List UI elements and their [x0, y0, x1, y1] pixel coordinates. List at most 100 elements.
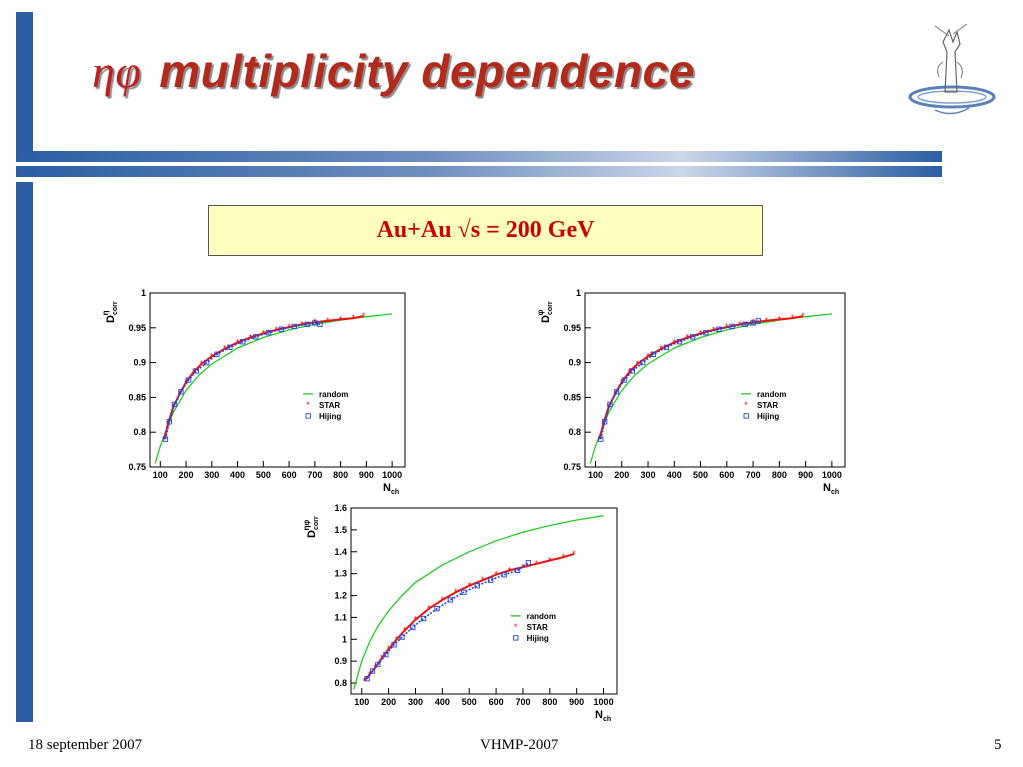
star-point: * [572, 549, 576, 559]
star-point: * [535, 559, 539, 569]
star-point: * [339, 314, 343, 324]
hijing-point [461, 589, 467, 595]
y-tick-label: 0.85 [563, 392, 581, 402]
star-point: * [494, 570, 498, 580]
chart-d-eta: 100 200 300 400 500 600 700 800 900 1000 0.75 0.8 0.… [101, 288, 406, 495]
hijing-point [204, 359, 210, 366]
y-tick-label: 0.75 [128, 462, 146, 472]
x-tick-label: 700 [515, 697, 530, 707]
hijing-point [166, 419, 172, 425]
x-tick-label: 200 [614, 470, 629, 480]
star-point: * [598, 434, 602, 444]
star-point: * [352, 313, 356, 323]
left-accent-bar-top [16, 12, 33, 160]
hijing-point [729, 323, 735, 330]
hijing-point [364, 676, 370, 682]
hijing-point [317, 321, 323, 327]
hijing-point [214, 351, 220, 357]
x-tick-label: 400 [230, 470, 245, 480]
hijing-point [514, 567, 521, 574]
hijing-point [171, 401, 178, 408]
slide-title-text: multiplicity dependence [159, 45, 695, 97]
hijing-point [162, 436, 169, 442]
x-tick-label: 900 [569, 697, 584, 707]
hijing-point [304, 321, 310, 327]
hijing-point [178, 389, 184, 395]
plot-frame [350, 507, 618, 695]
y-tick-label: 0.9 [568, 358, 581, 368]
hijing-point [629, 368, 635, 374]
hijing-point [252, 334, 259, 340]
x-tick-label: 600 [719, 470, 734, 480]
star-point: * [636, 359, 640, 369]
hijing-point [410, 624, 416, 630]
legend-swatch-hijing [305, 413, 311, 419]
y-axis-label: Dcorrφ [536, 301, 554, 323]
header-divider-top [16, 151, 942, 162]
legend-swatch-hijing [513, 635, 519, 641]
star-point: * [362, 311, 366, 321]
star-point: * [200, 359, 204, 369]
legend-swatch-star: * [744, 400, 748, 410]
legend-swatch-star: * [306, 400, 310, 410]
legend-label: STAR [527, 623, 548, 632]
plot-frame [584, 292, 846, 468]
collision-system-label: Au+Au √s = 200 GeV [208, 205, 763, 256]
plot-area: ******************** [589, 311, 832, 464]
hijing-point [676, 339, 683, 345]
x-tick-label: 700 [746, 470, 761, 480]
y-tick-label: 1.6 [334, 503, 347, 513]
star-point: * [646, 351, 650, 361]
hijing-point [525, 560, 531, 566]
x-tick-label: 300 [641, 470, 656, 480]
y-tick-label: 0.9 [133, 358, 146, 368]
hijing-point [716, 326, 722, 332]
x-axis-label: Nch [823, 482, 839, 495]
y-axis-label: Dcorrη [101, 301, 119, 323]
y-axis-label: Dcorrηφ [302, 516, 320, 538]
y-tick-label: 0.8 [334, 678, 347, 688]
hijing-point [278, 326, 285, 332]
y-tick-label: 0.9 [334, 656, 347, 666]
hijing-point [755, 318, 761, 324]
hijing-point [185, 377, 192, 383]
y-tick-label: 1 [141, 288, 146, 298]
legend-label: STAR [757, 401, 778, 410]
x-tick-label: 900 [359, 470, 374, 480]
x-tick-label: 700 [307, 470, 322, 480]
hijing-point [447, 597, 454, 603]
star-point: * [481, 575, 485, 585]
series-hijing-band [366, 562, 529, 680]
hijing-point [742, 321, 748, 327]
star-point: * [427, 604, 431, 614]
y-tick-label: 1.3 [334, 569, 347, 579]
footer-event: VHMP-2007 [480, 737, 559, 753]
footer-date: 18 september 2007 [28, 737, 143, 753]
star-point: * [387, 644, 391, 654]
hijing-point [501, 572, 507, 578]
hijing-point [369, 668, 376, 674]
hijing-point [613, 389, 620, 395]
slide-title-greek: ηφ [92, 46, 142, 97]
star-point: * [326, 316, 330, 326]
x-tick-label: 100 [354, 697, 369, 707]
hijing-point [391, 642, 397, 648]
star-point: * [403, 626, 407, 636]
plot-area: ******************** [154, 311, 393, 464]
hijing-point [399, 634, 405, 640]
x-tick-label: 100 [588, 470, 603, 480]
y-tick-label: 1.4 [334, 547, 347, 557]
x-axis-label: Nch [383, 482, 399, 495]
hijing-point [240, 339, 246, 345]
y-tick-label: 1.2 [334, 591, 347, 601]
star-point: * [562, 552, 566, 562]
star-point: * [313, 317, 317, 327]
hijing-point [434, 606, 440, 612]
series-random-line [353, 515, 604, 690]
x-tick-label: 400 [435, 697, 450, 707]
x-tick-label: 500 [256, 470, 271, 480]
star-point: * [414, 615, 418, 625]
chart-d-eta-phi: 100 200 300 400 500 600 700 800 900 1000 0.8 0.9 1 1.… [302, 503, 618, 722]
x-tick-label: 1000 [382, 470, 402, 480]
star-point: * [778, 314, 782, 324]
